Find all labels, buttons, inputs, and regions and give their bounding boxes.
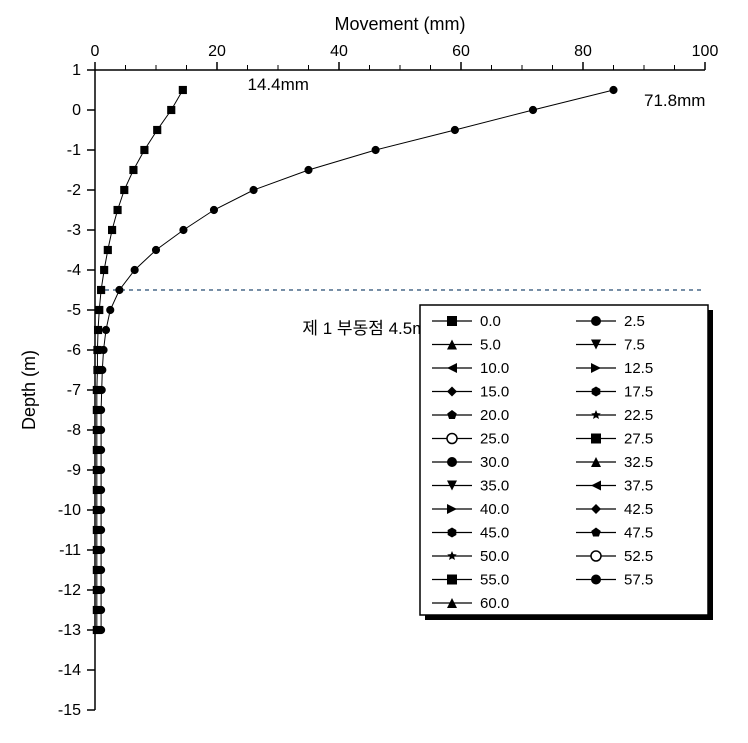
legend-item-label: 35.0 (480, 478, 509, 495)
x-axis-label: Movement (mm) (334, 14, 465, 34)
x-tick-label: 40 (330, 43, 348, 60)
legend-item-label: 0.0 (480, 313, 501, 330)
y-tick-label: -14 (58, 662, 81, 679)
legend-item-label: 42.5 (624, 501, 653, 518)
legend-item-label: 10.0 (480, 360, 509, 377)
legend-item-label: 25.0 (480, 431, 509, 448)
annotation-label: 14.4mm (248, 75, 309, 94)
y-tick-label: -4 (67, 262, 81, 279)
x-tick-label: 80 (574, 43, 592, 60)
y-tick-label: -15 (58, 702, 81, 719)
annotation-label: 제 1 부동점 4.5m (302, 319, 426, 338)
legend-item-label: 15.0 (480, 384, 509, 401)
legend-item-label: 30.0 (480, 454, 509, 471)
x-tick-label: 60 (452, 43, 470, 60)
legend-item-label: 40.0 (480, 501, 509, 518)
legend-item-label: 7.5 (624, 337, 645, 354)
y-axis: 1 0 -1 -2 -3 -4 -5 -6 -7 -8 -9 -10 -11 -12 -13 -14 -15 De… (19, 62, 95, 719)
legend-item-label: 55.0 (480, 572, 509, 589)
legend-item-label: 60.0 (480, 595, 509, 612)
legend-item-label: 37.5 (624, 478, 653, 495)
legend-item-label: 17.5 (624, 384, 653, 401)
y-tick-label: -5 (67, 302, 81, 319)
y-tick-label: 0 (72, 102, 81, 119)
legend-item-label: 20.0 (480, 407, 509, 424)
y-tick-label: -7 (67, 382, 81, 399)
y-tick-label: -12 (58, 582, 81, 599)
legend-item-label: 27.5 (624, 431, 653, 448)
legend-item-label: 57.5 (624, 572, 653, 589)
legend-item-label: 45.0 (480, 525, 509, 542)
legend-item-label: 2.5 (624, 313, 645, 330)
legend-item-label: 52.5 (624, 548, 653, 565)
y-tick-label: -9 (67, 462, 81, 479)
y-tick-label: -13 (58, 622, 81, 639)
depth-movement-chart: 020406080100Movement (mm)10-1-2-3-4-5-6-… (0, 0, 748, 743)
inner-curve-squares (93, 86, 186, 633)
legend-item-label: 50.0 (480, 548, 509, 565)
y-tick-label: -1 (67, 142, 81, 159)
legend-item-label: 47.5 (624, 525, 653, 542)
y-tick-label: -11 (59, 542, 81, 559)
x-tick-label: 0 (91, 43, 100, 60)
y-tick-label: -2 (67, 182, 81, 199)
y-tick-label: -8 (67, 422, 81, 439)
x-axis: 0 20 40 60 80 100 Movement (mm) (91, 14, 719, 70)
legend: 0.0 2.5 5.0 7.5 10.0 12.5 15.0 17.5 20.0 22.5 25.0… (420, 305, 713, 620)
y-axis-label: Depth (m) (19, 350, 39, 430)
y-tick-label: 1 (72, 62, 81, 79)
y-tick-label: -10 (58, 502, 81, 519)
chart-svg: 020406080100Movement (mm)10-1-2-3-4-5-6-… (0, 0, 748, 743)
annotation-label: 71.8mm (644, 91, 705, 110)
x-tick-label: 20 (208, 43, 226, 60)
legend-item-label: 32.5 (624, 454, 653, 471)
y-tick-label: -3 (67, 222, 81, 239)
legend-item-label: 12.5 (624, 360, 653, 377)
y-tick-label: -6 (67, 342, 81, 359)
legend-item-label: 5.0 (480, 337, 501, 354)
x-tick-label: 100 (692, 43, 719, 60)
legend-item-label: 22.5 (624, 407, 653, 424)
